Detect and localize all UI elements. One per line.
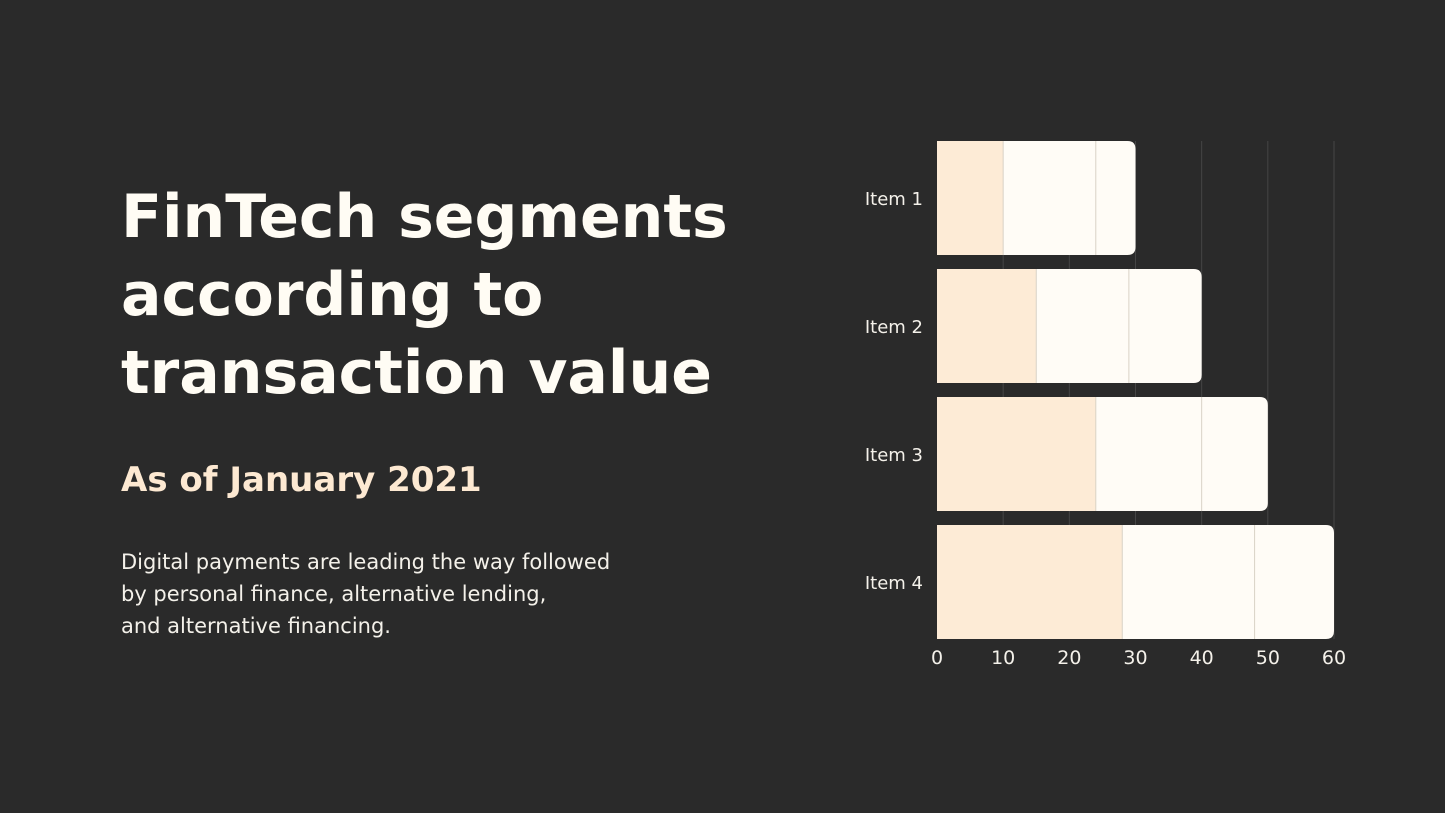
title-line: transaction value <box>121 338 712 408</box>
x-tick-label: 40 <box>1190 647 1214 669</box>
description: Digital payments are leading the way fol… <box>121 546 761 642</box>
description-line: by personal finance, alternative lending… <box>121 582 547 606</box>
category-label: Item 1 <box>865 189 923 210</box>
bar-segment <box>1128 269 1202 383</box>
description-line: Digital payments are leading the way fol… <box>121 550 611 574</box>
bar-segment <box>937 141 1004 255</box>
x-tick-label: 30 <box>1123 647 1147 669</box>
x-tick-label: 60 <box>1322 647 1346 669</box>
bar-segment <box>937 397 1096 511</box>
subtitle: As of January 2021 <box>121 460 482 500</box>
bar-segment <box>1095 397 1202 511</box>
description-line: and alternative financing. <box>121 614 391 638</box>
bar-segment <box>1201 397 1268 511</box>
bar-segment <box>937 525 1123 639</box>
bar-segment <box>1003 141 1096 255</box>
x-tick-label: 10 <box>991 647 1015 669</box>
title-line: according to <box>121 260 544 330</box>
bar-segment <box>1254 525 1334 639</box>
x-tick-label: 20 <box>1057 647 1081 669</box>
category-label: Item 4 <box>865 573 923 594</box>
category-label: Item 3 <box>865 445 923 466</box>
bar-segment <box>1095 141 1136 255</box>
bar-segment <box>937 269 1037 383</box>
page-title: FinTech segments according to transactio… <box>121 178 761 412</box>
text-panel: FinTech segments according to transactio… <box>121 178 761 642</box>
bar-segment <box>1036 269 1129 383</box>
bar-segment <box>1122 525 1255 639</box>
x-tick-label: 50 <box>1256 647 1280 669</box>
x-tick-label: 0 <box>931 647 943 669</box>
category-label: Item 2 <box>865 317 923 338</box>
title-line: FinTech segments <box>121 182 728 252</box>
